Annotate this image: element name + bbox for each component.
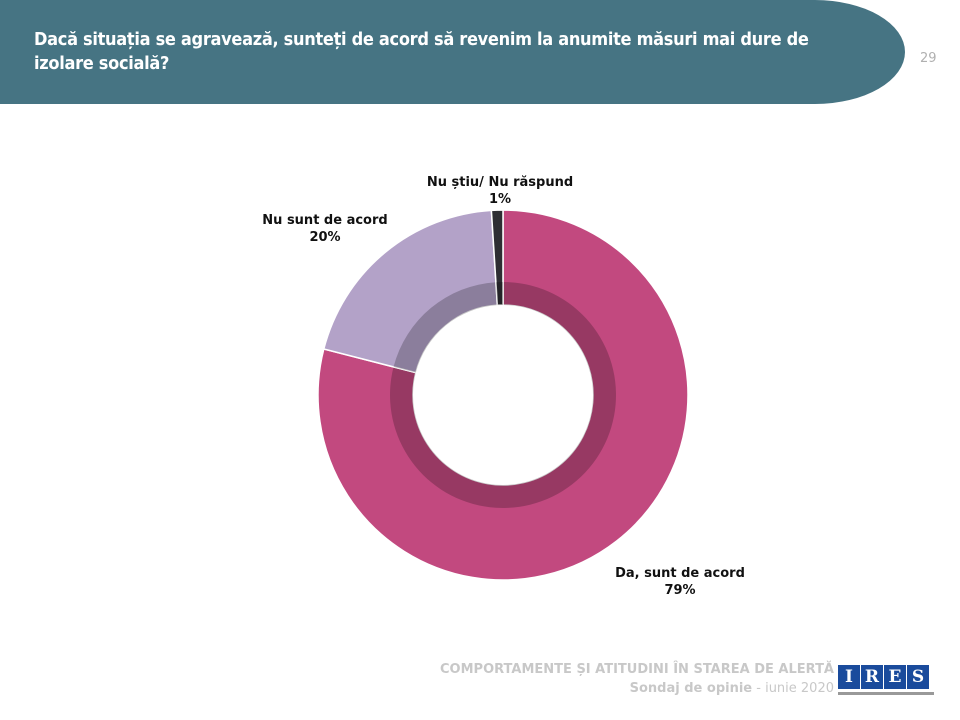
label-ns-value: 1% — [488, 192, 512, 207]
label-ns: Nu știu/ Nu răspund 1% — [400, 174, 600, 208]
label-da-value: 79% — [664, 583, 696, 598]
logo-letter: R — [861, 665, 883, 689]
donut-slice — [317, 209, 689, 581]
logo-letter: E — [884, 665, 906, 689]
footer-survey: Sondaj de opinie — [629, 681, 753, 696]
label-da-name: Da, sunt de acord — [615, 566, 745, 581]
footer-sep: - — [752, 681, 766, 696]
title-banner — [0, 0, 905, 104]
label-ns-name: Nu știu/ Nu răspund — [426, 175, 574, 190]
page-title: Dacă situația se agravează, sunteți de a… — [34, 29, 809, 74]
footer-title: COMPORTAMENTE ȘI ATITUDINI ÎN STAREA DE … — [440, 662, 834, 677]
page-number: 29 — [920, 51, 937, 66]
donut-inner-shade — [393, 282, 498, 373]
footer-subtitle: Sondaj de opinie - iunie 2020 — [630, 681, 834, 696]
donut-slice — [490, 209, 504, 306]
label-nu-value: 20% — [309, 230, 341, 245]
logo-letter: S — [907, 665, 929, 689]
label-nu-name: Nu sunt de acord — [262, 213, 388, 228]
logo-subtitle — [838, 692, 934, 695]
donut-inner-shade — [495, 282, 503, 306]
donut-slice — [322, 209, 499, 374]
label-nu: Nu sunt de acord 20% — [235, 212, 415, 246]
logo-letter: I — [838, 665, 860, 689]
label-da: Da, sunt de acord 79% — [590, 565, 770, 599]
footer-date: iunie 2020 — [765, 681, 834, 696]
